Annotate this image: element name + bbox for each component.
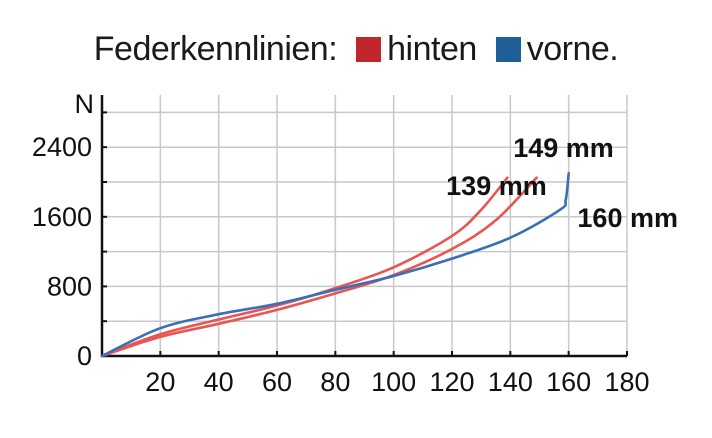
labels: 20 40 60 80 100 120 140 160 180 0 800 1600 2400 N 139 …: [32, 89, 678, 397]
x-tick-label: 20: [145, 367, 175, 397]
series-group: [100, 172, 570, 358]
y-tick-label: 800: [47, 271, 92, 301]
legend-swatch-hinten: [356, 37, 382, 62]
axes: [100, 95, 628, 358]
x-tick-label: 120: [429, 367, 474, 397]
y-tick-label: 2400: [32, 132, 92, 162]
y-tick-label: 1600: [32, 202, 92, 232]
legend-label-hinten: hinten: [387, 30, 477, 68]
legend-swatch-vorne: [495, 37, 521, 62]
y-axis-unit: N: [75, 89, 95, 119]
y-tick-label: 0: [77, 341, 92, 371]
series-line-hinten: [100, 176, 509, 358]
chart-title: Federkennlinien:: [93, 30, 338, 68]
chart-legend: Federkennlinien: hinten vorne.: [0, 30, 712, 69]
grid: [102, 95, 628, 356]
x-tick-label: 80: [320, 367, 350, 397]
x-tick-label: 160: [546, 367, 591, 397]
x-tick-label: 100: [371, 367, 416, 397]
annotation-label: 160 mm: [577, 203, 678, 233]
x-tick-label: 40: [204, 367, 234, 397]
x-tick-label: 140: [488, 367, 533, 397]
legend-label-vorne: vorne.: [526, 30, 619, 68]
x-tick-label: 60: [262, 367, 292, 397]
annotation-label: 139 mm: [446, 171, 547, 201]
x-tick-label: 180: [604, 367, 649, 397]
annotation-label: 149 mm: [513, 133, 614, 163]
series-line-hinten: [100, 176, 538, 358]
series-line-vorne: [100, 172, 570, 358]
